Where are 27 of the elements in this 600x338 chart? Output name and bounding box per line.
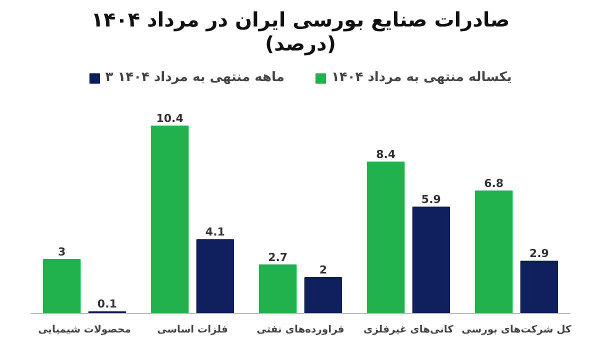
bar: [474, 190, 513, 314]
data-label: 2.9: [529, 247, 549, 260]
x-tick-label: فراورده‌های نفتی: [256, 324, 344, 336]
bar: [196, 239, 234, 314]
data-label: 5.9: [421, 193, 441, 206]
data-label: 10.4: [156, 112, 184, 126]
data-label: 4.1: [205, 226, 225, 239]
data-label: 2.7: [268, 250, 288, 264]
chart-title: صادرات صنایع بورسی ایران در مرداد ۱۴۰۴ (درصد): [91, 8, 510, 56]
bar: [150, 126, 189, 314]
data-label: 8.4: [376, 148, 396, 162]
x-tick-label: کانی‌های غیرفلزی: [364, 324, 454, 336]
data-label: 2: [319, 263, 328, 276]
data-label: 6.8: [484, 176, 504, 190]
data-label: 3: [58, 245, 66, 258]
legend-label: یکساله منتهی به مرداد ۱۴۰۴: [331, 70, 512, 85]
x-tick-label: فلزات اساسی: [157, 324, 228, 336]
bar: [412, 206, 450, 314]
x-tick-label: کل شرکت‌های بورسی: [462, 324, 572, 336]
bar: [520, 260, 558, 314]
bar: [304, 276, 342, 314]
bar: [258, 264, 297, 314]
bar: [42, 258, 81, 314]
bar: [366, 162, 405, 314]
x-tick-label: محصولات شیمیایی: [38, 324, 131, 336]
legend-label: ۳ ماهه منتهی به مرداد ۱۴۰۴: [105, 70, 284, 85]
data-label: 0.1: [97, 298, 117, 311]
